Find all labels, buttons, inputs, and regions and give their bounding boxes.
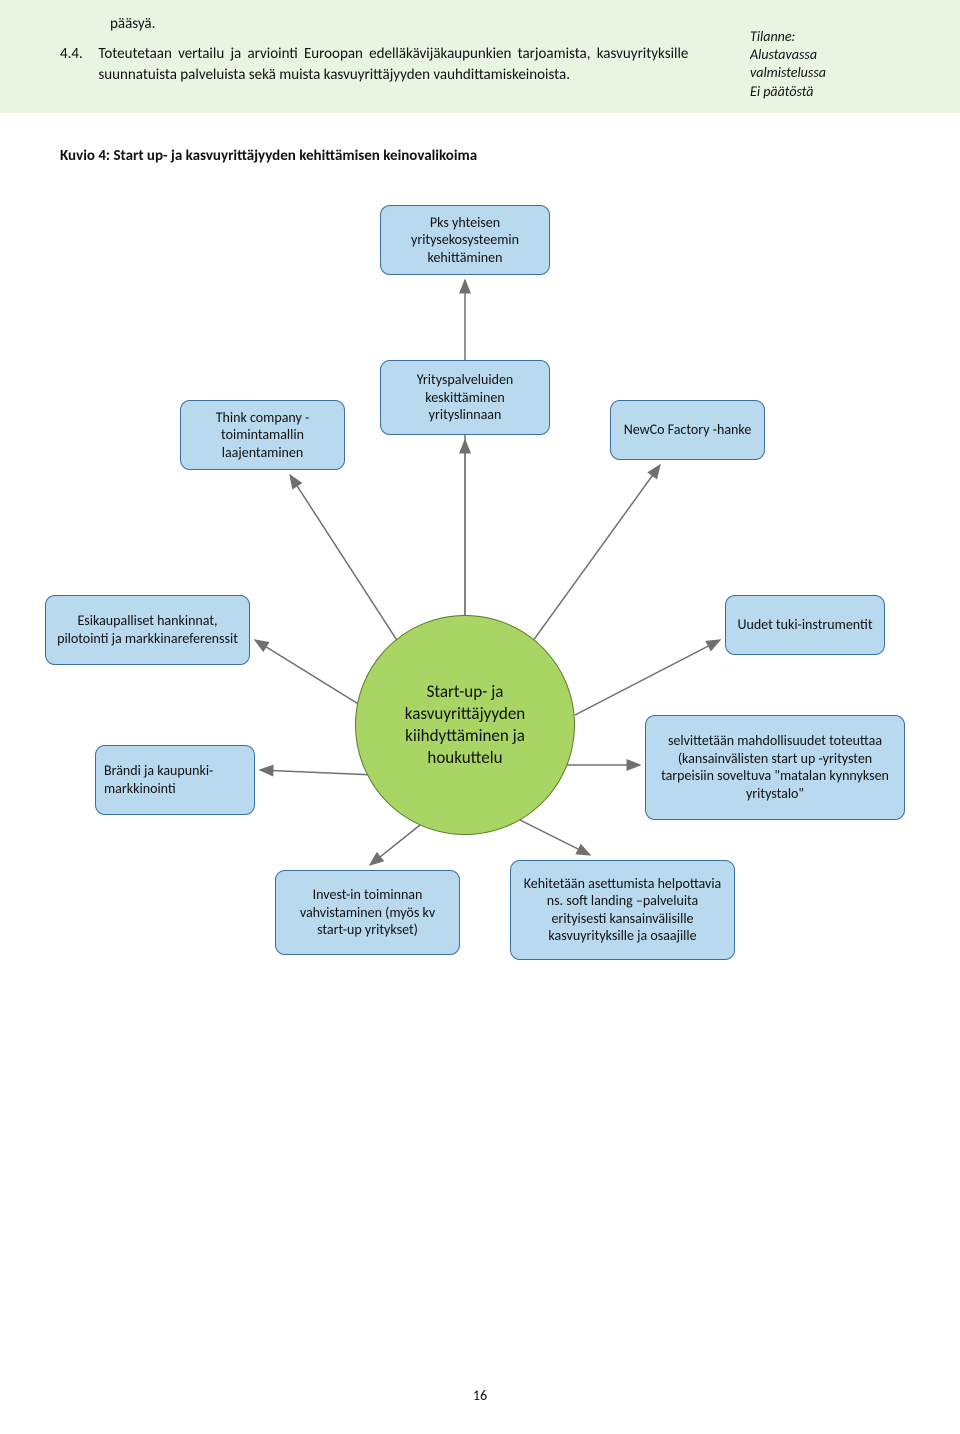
status-block: Tilanne: Alustavassa valmistelussa Ei pä… bbox=[750, 28, 900, 101]
node-yritysp: Yrityspalveluiden keskittäminen yritysli… bbox=[380, 360, 550, 435]
status-line1: Alustavassa bbox=[750, 46, 900, 64]
node-esik: Esikaupalliset hankinnat, pilotointi ja … bbox=[45, 595, 250, 665]
node-newco: NewCo Factory -hanke bbox=[610, 400, 765, 460]
status-line3: Ei päätöstä bbox=[750, 83, 900, 101]
intro-box: pääsyä. 4.4. Toteutetaan vertailu ja arv… bbox=[0, 0, 960, 113]
intro-p2-prefix: 4.4. bbox=[60, 44, 95, 64]
intro-p2-body: Toteutetaan vertailu ja arviointi Euroop… bbox=[98, 44, 688, 85]
node-brandi: Brändi ja kaupunki- markkinointi bbox=[95, 745, 255, 815]
node-pks: Pks yhteisen yritysekosysteemin kehittäm… bbox=[380, 205, 550, 275]
status-line2: valmistelussa bbox=[750, 64, 900, 82]
node-think: Think company - toimintamallin laajentam… bbox=[180, 400, 345, 470]
node-selvit: selvittetään mahdollisuudet toteuttaa (k… bbox=[645, 715, 905, 820]
intro-p1: pääsyä. bbox=[60, 14, 700, 34]
page-number: 16 bbox=[0, 1387, 960, 1404]
center-node: Start-up- ja kasvuyrittäjyyden kiihdyttä… bbox=[355, 615, 575, 835]
node-soft: Kehitetään asettumista helpottavia ns. s… bbox=[510, 860, 735, 960]
intro-p2: 4.4. Toteutetaan vertailu ja arviointi E… bbox=[60, 44, 700, 85]
status-title: Tilanne: bbox=[750, 28, 900, 46]
node-uudet: Uudet tuki-instrumentit bbox=[725, 595, 885, 655]
diagram-container: Start-up- ja kasvuyrittäjyyden kiihdyttä… bbox=[0, 175, 960, 1035]
intro-text: pääsyä. 4.4. Toteutetaan vertailu ja arv… bbox=[60, 14, 700, 85]
node-invest: Invest-in toiminnan vahvistaminen (myös … bbox=[275, 870, 460, 955]
figure-caption: Kuvio 4: Start up- ja kasvuyrittäjyyden … bbox=[60, 147, 900, 165]
